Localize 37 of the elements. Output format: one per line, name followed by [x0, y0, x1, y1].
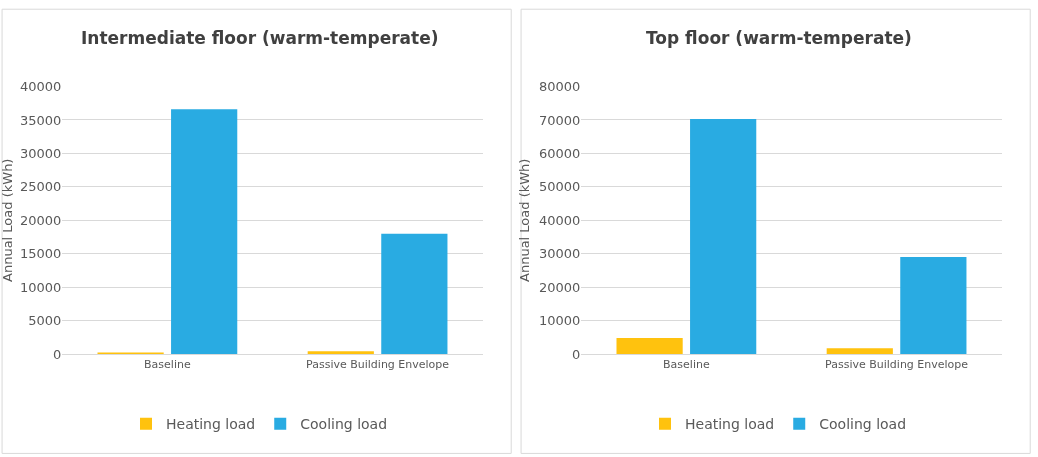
y-tick-label: 20000	[19, 212, 62, 228]
chart-title: Intermediate floor (warm-temperate)	[81, 28, 439, 48]
y-tick-label: 40000	[538, 212, 581, 228]
x-tick-label: Passive Building Envelope	[306, 358, 450, 372]
legend-label: Cooling load	[300, 416, 388, 433]
chart-title: Top floor (warm-temperate)	[646, 28, 912, 48]
bar	[616, 337, 683, 354]
bar	[171, 109, 238, 354]
bar	[690, 118, 757, 354]
y-tick-label: 40000	[19, 79, 62, 95]
y-tick-label: 0	[572, 346, 581, 362]
y-axis-title: Annual Load (kWh)	[0, 158, 15, 282]
y-tick-label: 0	[53, 346, 62, 362]
bar	[900, 257, 967, 354]
y-tick-label: 60000	[538, 145, 581, 161]
x-tick-label: Passive Building Envelope	[825, 358, 969, 372]
legend-label: Cooling load	[819, 416, 907, 433]
y-tick-label: 10000	[538, 313, 581, 329]
y-tick-label: 80000	[538, 79, 581, 95]
legend-label: Heating load	[685, 416, 775, 433]
x-tick-label: Baseline	[144, 358, 191, 372]
bar	[826, 348, 893, 354]
y-tick-label: 50000	[538, 179, 581, 195]
bar	[307, 351, 374, 354]
y-tick-label: 30000	[19, 145, 62, 161]
y-tick-label: 30000	[538, 246, 581, 262]
y-tick-label: 15000	[19, 246, 62, 262]
y-tick-label: 5000	[28, 313, 62, 329]
y-axis-title: Annual Load (kWh)	[516, 158, 532, 282]
y-tick-label: 25000	[19, 179, 62, 195]
y-tick-label: 20000	[538, 279, 581, 295]
x-tick-label: Baseline	[663, 358, 710, 372]
legend-label: Heating load	[166, 416, 256, 433]
y-tick-label: 35000	[19, 112, 62, 128]
bar	[381, 233, 448, 354]
y-tick-label: 10000	[19, 279, 62, 295]
y-tick-label: 70000	[538, 112, 581, 128]
